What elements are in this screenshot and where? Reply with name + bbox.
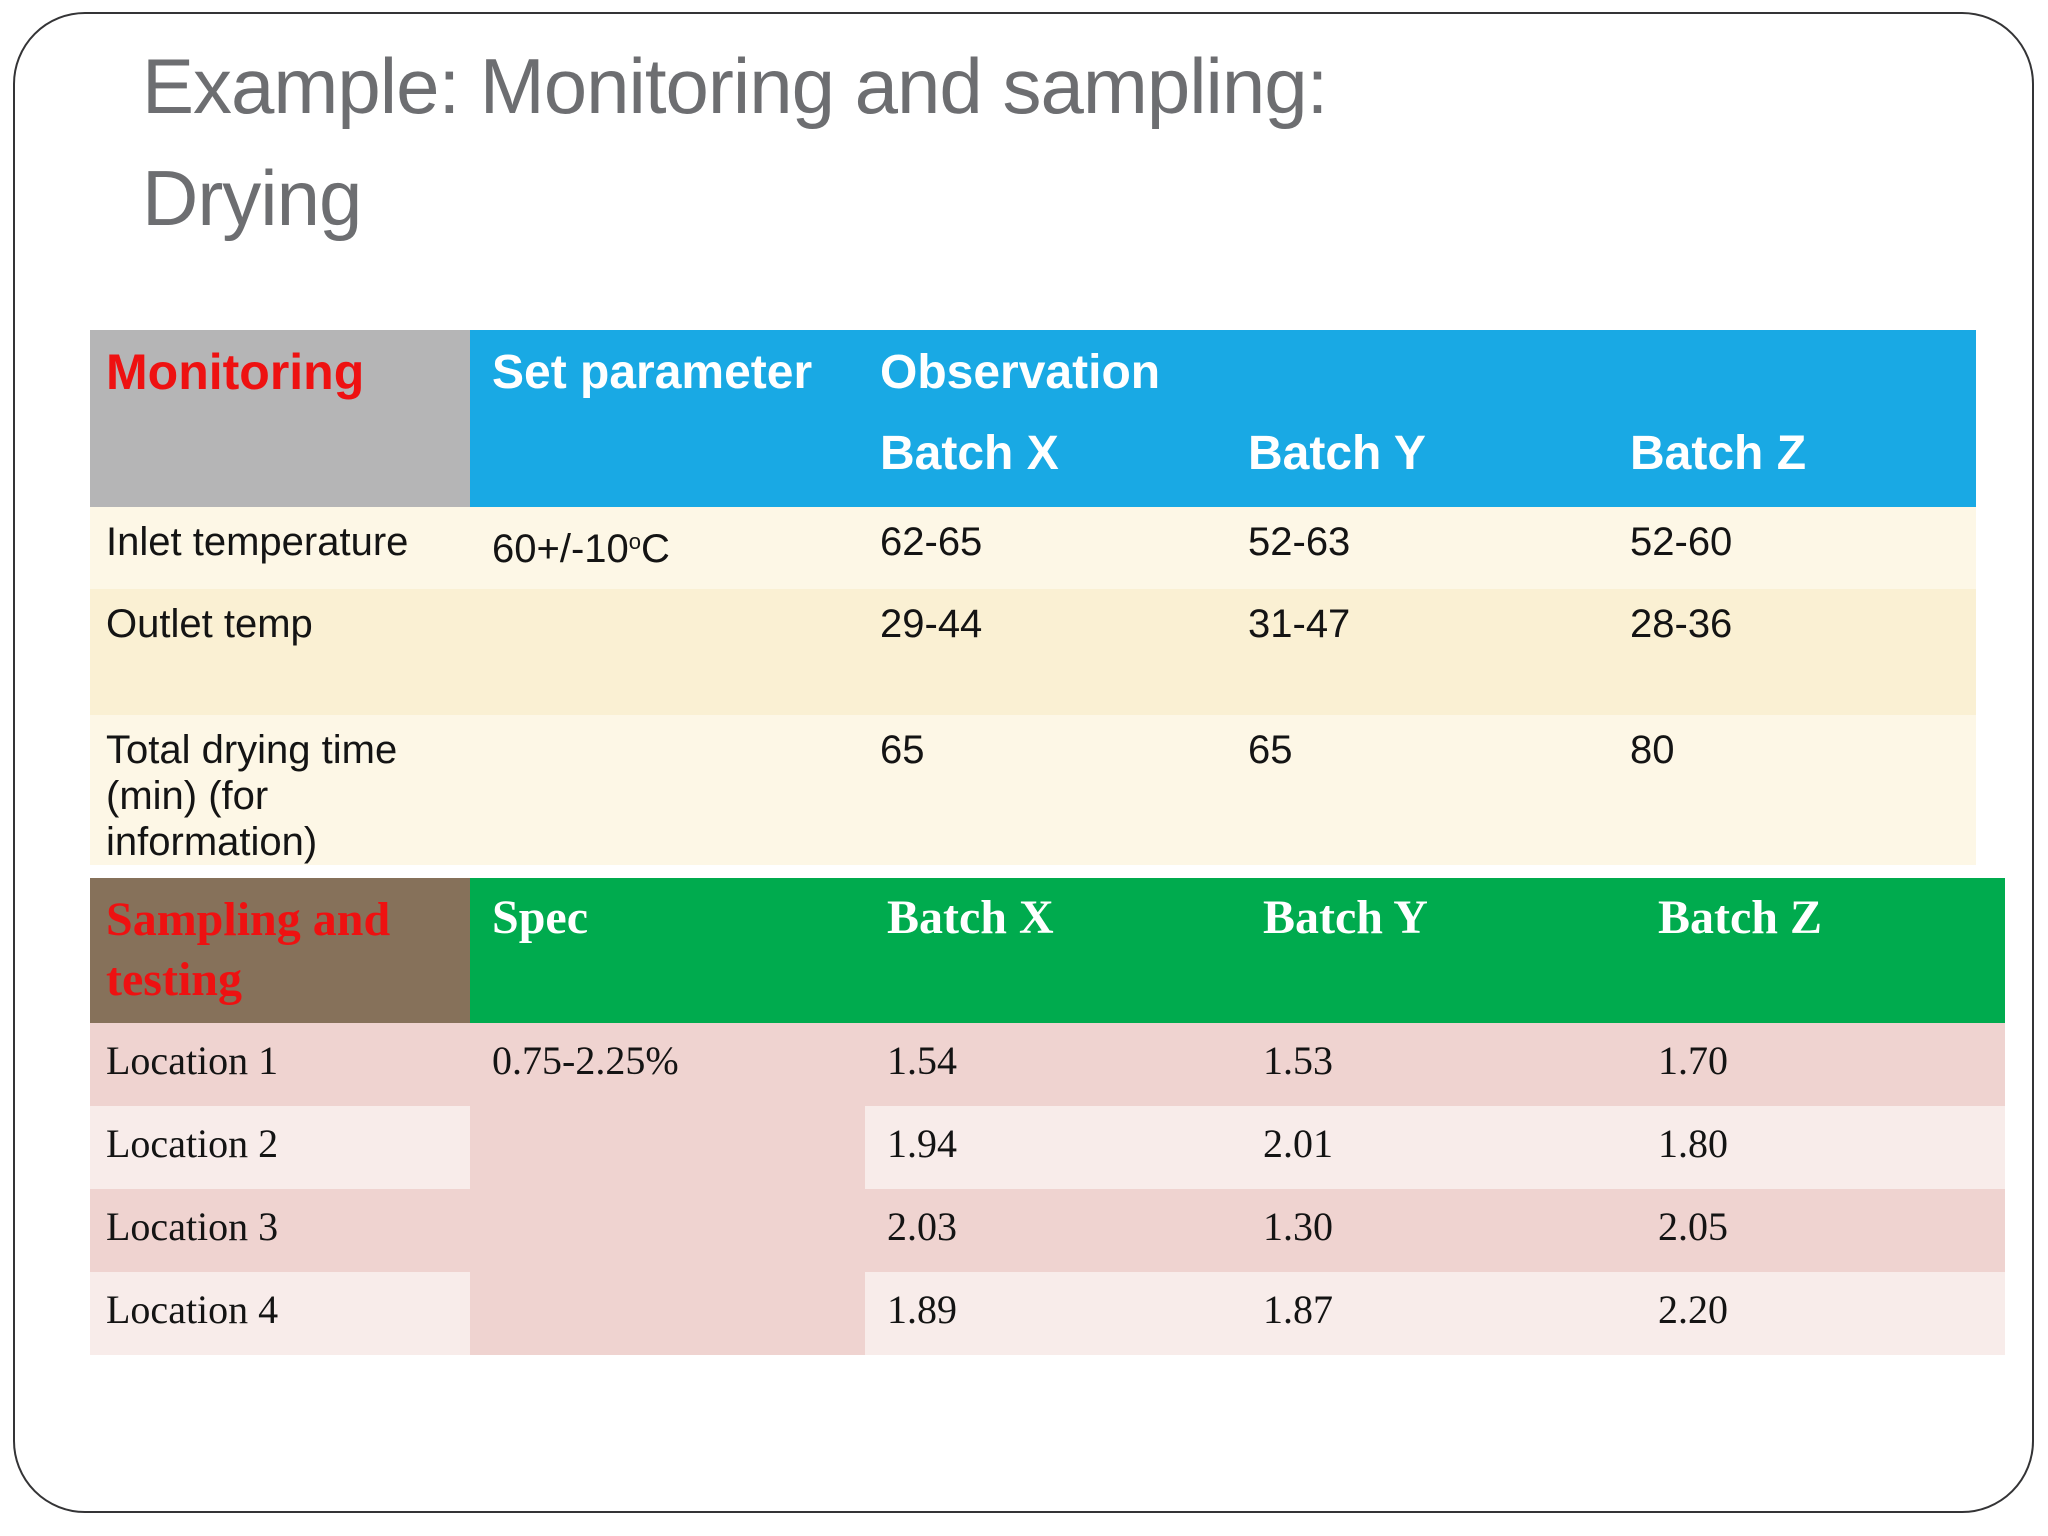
sampling-testing-table: Sampling and testing Spec Batch X Batch … bbox=[90, 878, 2005, 1355]
location-1-batch-y-value: 1.53 bbox=[1241, 1023, 1636, 1106]
location-2-batch-y-value: 2.01 bbox=[1241, 1106, 1636, 1189]
row-location-3-label: Location 3 bbox=[90, 1189, 470, 1272]
slide-title-line1: Example: Monitoring and sampling: bbox=[142, 42, 1328, 130]
slide-frame: Example: Monitoring and sampling: Drying… bbox=[13, 12, 2034, 1513]
sampling-header-batch-y: Batch Y bbox=[1241, 878, 1636, 1023]
monitoring-header-observation: Observation bbox=[868, 330, 1976, 411]
sampling-header-batch-x: Batch X bbox=[865, 878, 1241, 1023]
set-parameter-unit: C bbox=[641, 527, 670, 571]
set-parameter-base: 60+/-10 bbox=[492, 527, 629, 571]
monitoring-header-set-parameter: Set parameter bbox=[470, 330, 868, 507]
location-3-batch-y-value: 1.30 bbox=[1241, 1189, 1636, 1272]
row-total-drying-time-set-parameter bbox=[470, 715, 868, 865]
location-1-batch-z-value: 1.70 bbox=[1636, 1023, 2005, 1106]
row-inlet-temperature-set-parameter: 60+/-10oC bbox=[470, 507, 868, 589]
monitoring-header-batch-y: Batch Y bbox=[1236, 411, 1618, 507]
location-2-batch-z-value: 1.80 bbox=[1636, 1106, 2005, 1189]
inlet-batch-y-value: 52-63 bbox=[1236, 507, 1618, 589]
location-4-batch-y-value: 1.87 bbox=[1241, 1272, 1636, 1355]
slide-title: Example: Monitoring and sampling: Drying bbox=[142, 30, 1328, 254]
outlet-batch-x-value: 29-44 bbox=[868, 589, 1236, 715]
monitoring-header-batch-z: Batch Z bbox=[1618, 411, 1976, 507]
location-3-batch-z-value: 2.05 bbox=[1636, 1189, 2005, 1272]
sampling-header-batch-z: Batch Z bbox=[1636, 878, 2005, 1023]
location-4-batch-x-value: 1.89 bbox=[865, 1272, 1241, 1355]
location-4-batch-z-value: 2.20 bbox=[1636, 1272, 2005, 1355]
outlet-batch-y-value: 31-47 bbox=[1236, 589, 1618, 715]
monitoring-corner-cell: Monitoring bbox=[90, 330, 470, 507]
inlet-batch-z-value: 52-60 bbox=[1618, 507, 1976, 589]
row-outlet-temp-set-parameter bbox=[470, 589, 868, 715]
total-drying-batch-z-value: 80 bbox=[1618, 715, 1976, 865]
slide-title-line2: Drying bbox=[142, 154, 362, 242]
row-outlet-temp-label: Outlet temp bbox=[90, 589, 470, 715]
sampling-header-spec: Spec bbox=[470, 878, 865, 1023]
monitoring-table: Monitoring Set parameter Observation Bat… bbox=[90, 330, 1976, 865]
spec-value-merged-cell: 0.75-2.25% bbox=[470, 1023, 865, 1355]
monitoring-header-batch-x: Batch X bbox=[868, 411, 1236, 507]
set-parameter-degree-symbol: o bbox=[628, 529, 642, 554]
total-drying-batch-x-value: 65 bbox=[868, 715, 1236, 865]
total-drying-batch-y-value: 65 bbox=[1236, 715, 1618, 865]
inlet-batch-x-value: 62-65 bbox=[868, 507, 1236, 589]
location-2-batch-x-value: 1.94 bbox=[865, 1106, 1241, 1189]
row-location-1-label: Location 1 bbox=[90, 1023, 470, 1106]
row-total-drying-time-label: Total drying time (min) (for information… bbox=[90, 715, 470, 865]
row-location-4-label: Location 4 bbox=[90, 1272, 470, 1355]
location-1-batch-x-value: 1.54 bbox=[865, 1023, 1241, 1106]
outlet-batch-z-value: 28-36 bbox=[1618, 589, 1976, 715]
sampling-corner-cell: Sampling and testing bbox=[90, 878, 470, 1023]
location-3-batch-x-value: 2.03 bbox=[865, 1189, 1241, 1272]
row-inlet-temperature-label: Inlet temperature bbox=[90, 507, 470, 589]
row-location-2-label: Location 2 bbox=[90, 1106, 470, 1189]
